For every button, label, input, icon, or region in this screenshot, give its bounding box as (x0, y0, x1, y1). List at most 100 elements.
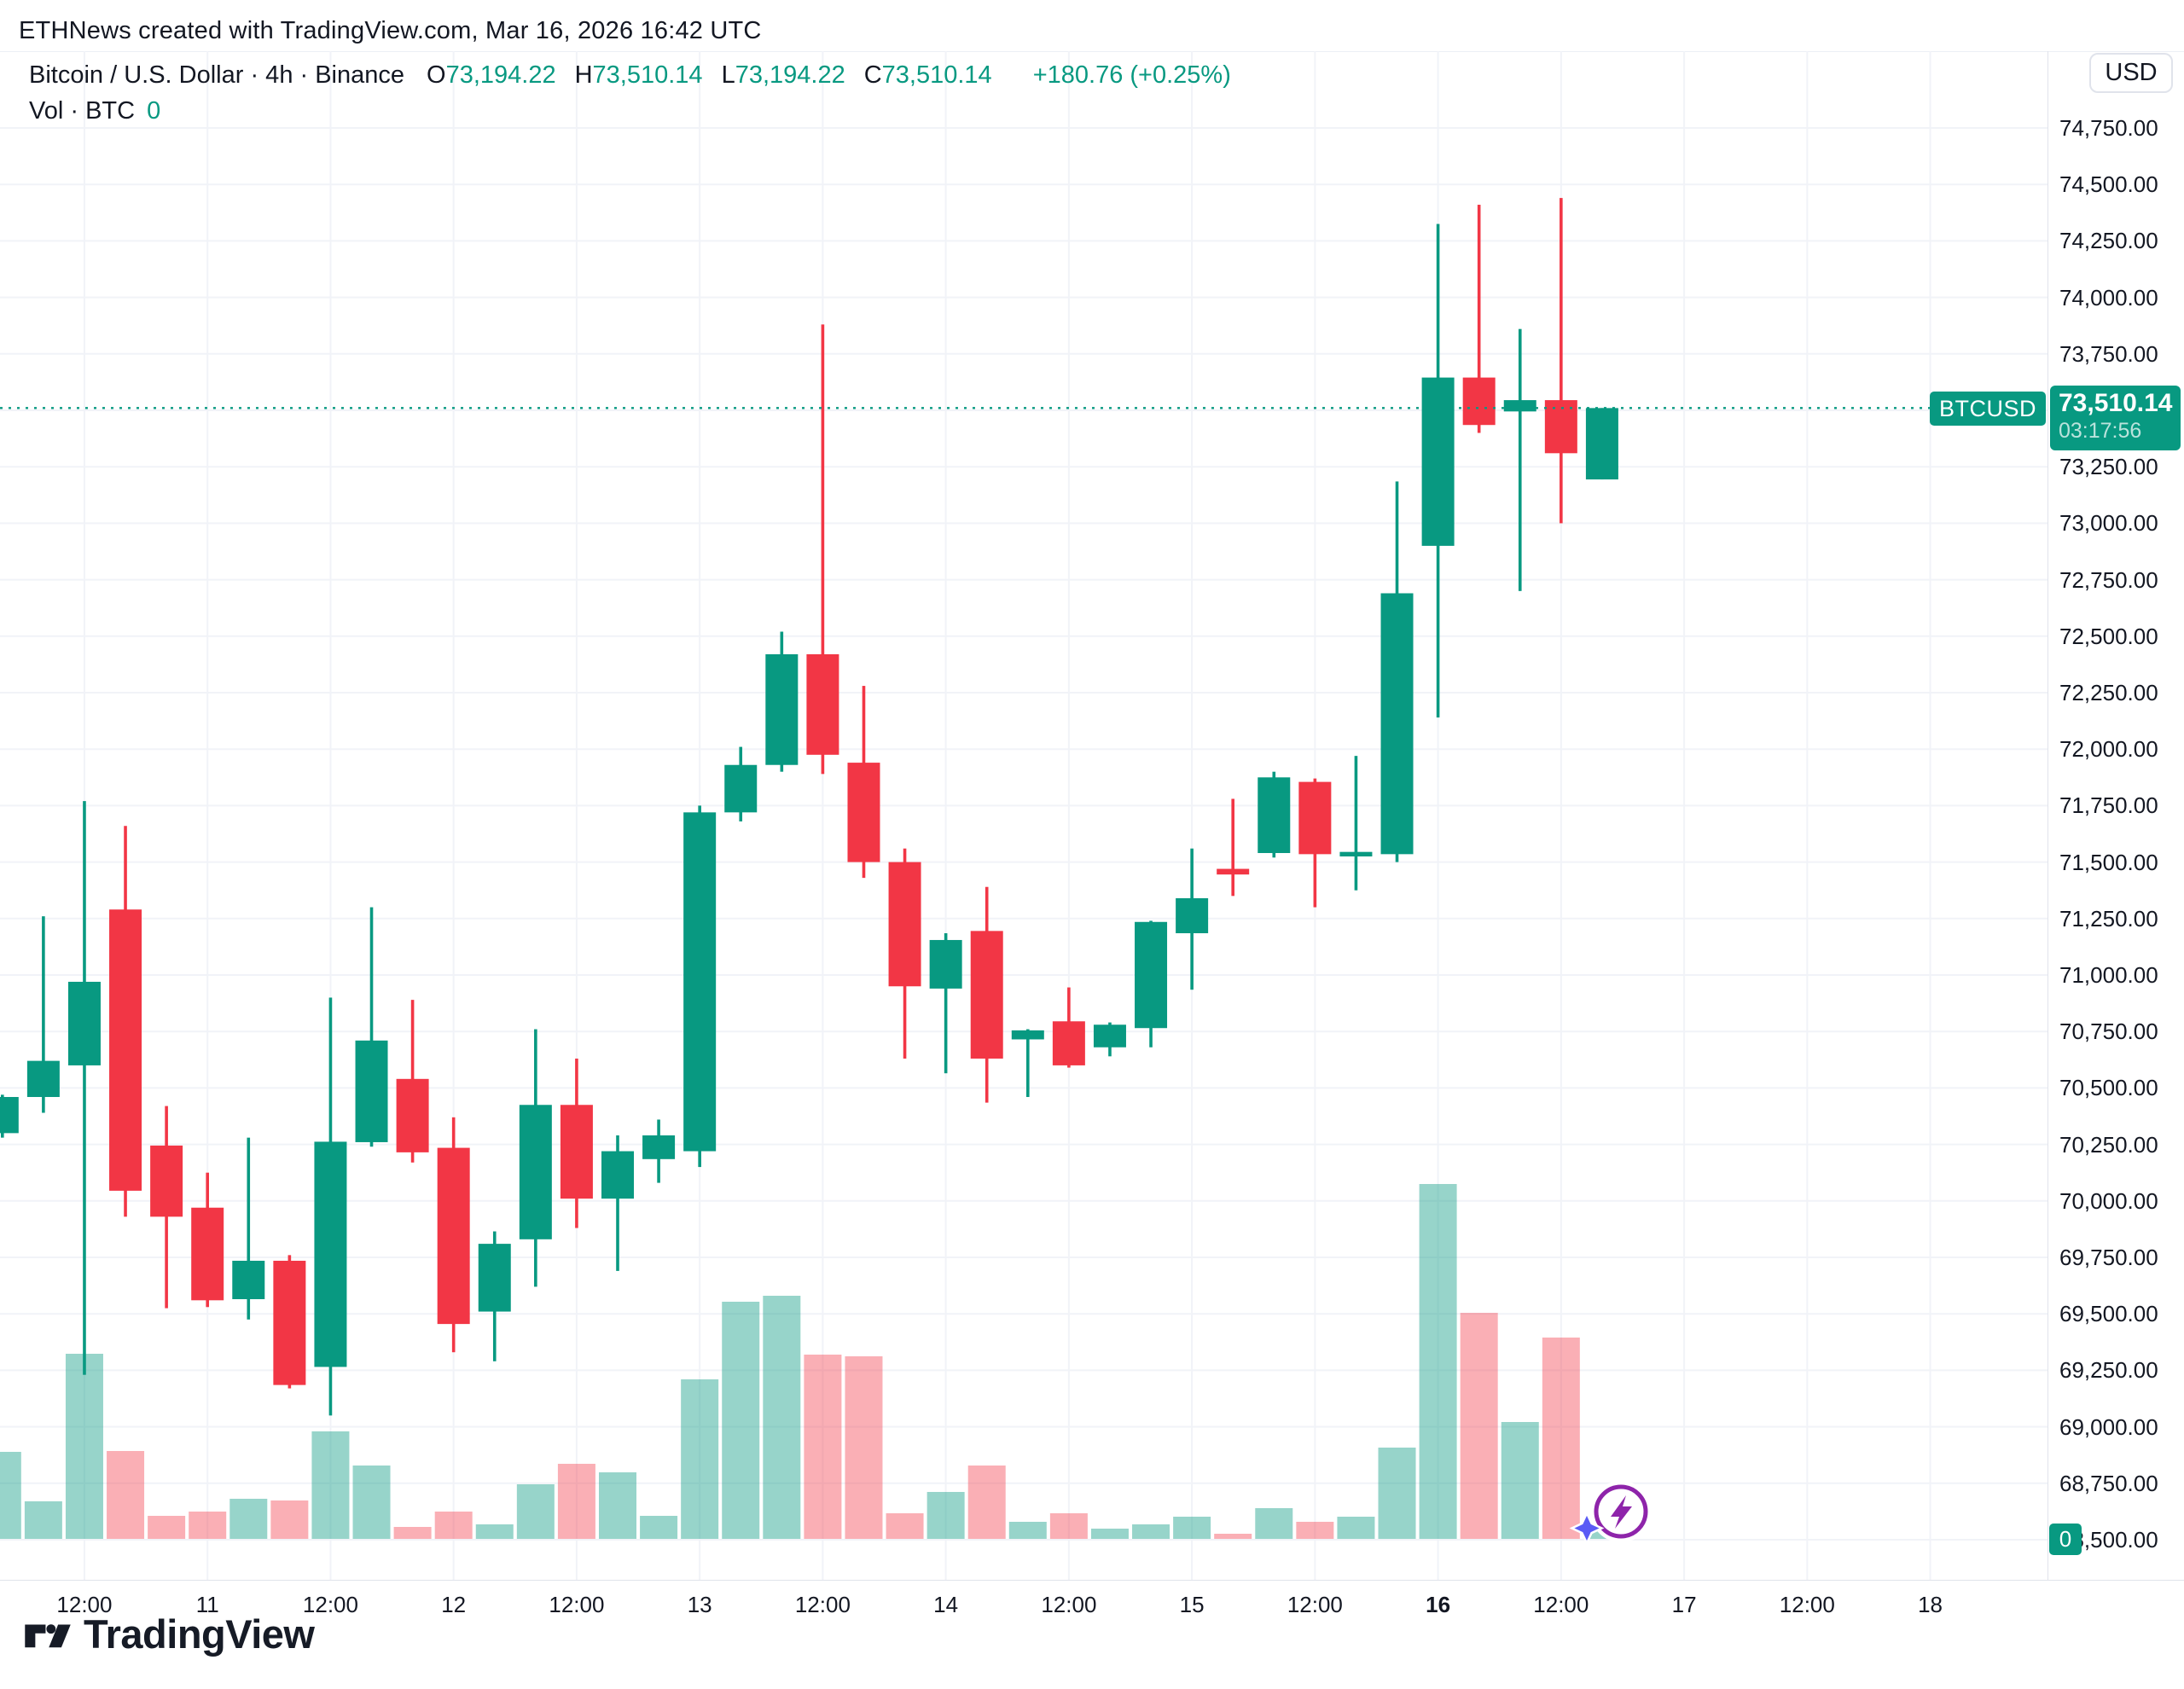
price-tick-label: 73,250.00 (2059, 454, 2158, 480)
price-tick-label: 70,250.00 (2059, 1131, 2158, 1158)
candle-body (1176, 897, 1209, 934)
symbol-legend: Bitcoin / U.S. Dollar · 4h · Binance O73… (29, 61, 1231, 90)
candle-body (150, 1145, 183, 1217)
time-tick-label: 12:00 (1287, 1592, 1343, 1617)
ohlc-values: O73,194.22 H73,510.14 L73,194.22 C73,510.14 (427, 61, 1011, 90)
candle-body (191, 1207, 224, 1301)
volume-bar (1419, 1184, 1457, 1539)
time-axis-border (0, 1580, 2184, 1581)
candle-body (560, 1105, 593, 1199)
candle-body (109, 909, 142, 1191)
volume-bar (1501, 1422, 1539, 1539)
volume-bar (640, 1516, 678, 1539)
candle-wick (369, 907, 374, 1147)
candle-body (1298, 781, 1332, 855)
candle-body (888, 862, 921, 987)
time-tick-label: 14 (933, 1592, 959, 1617)
candle-body (683, 812, 717, 1152)
candle-body (1585, 408, 1618, 480)
time-tick-label: 12 (441, 1592, 467, 1617)
volume-bar (475, 1524, 514, 1539)
candle-countdown: 03:17:56 (2059, 419, 2142, 443)
candle-body (765, 653, 799, 765)
symbol-price-tag: BTCUSD (1930, 392, 2046, 426)
last-price-value: 73,510.14 (2059, 389, 2173, 417)
volume-bar (722, 1302, 760, 1539)
candle-body (1258, 777, 1291, 854)
volume-bar (1378, 1448, 1416, 1539)
ohlc-pair: C73,510.14 (863, 61, 992, 89)
volume-bar (352, 1466, 391, 1539)
time-tick-label: 15 (1179, 1592, 1205, 1617)
volume-bar (763, 1296, 801, 1539)
currency-toggle-button[interactable]: USD (2089, 53, 2173, 93)
price-tick-label: 74,750.00 (2059, 115, 2158, 141)
candle-body (724, 764, 758, 813)
price-tick-label: 73,000.00 (2059, 510, 2158, 537)
candle-body (232, 1260, 265, 1299)
price-tick-label: 71,500.00 (2059, 849, 2158, 875)
candlestick-chart[interactable] (0, 0, 2048, 1580)
volume-bar (434, 1512, 473, 1539)
time-tick-label: 18 (1918, 1592, 1943, 1617)
candle-wick (944, 933, 948, 1074)
volume-bar (393, 1527, 432, 1539)
candle-body (1421, 377, 1455, 546)
volume-bar (926, 1492, 965, 1539)
pane-top-border (0, 51, 2184, 52)
candle-wick (83, 801, 86, 1375)
volume-bar (1542, 1338, 1580, 1539)
volume-bar (229, 1499, 268, 1539)
sparkle-glyph (1569, 1511, 1605, 1546)
candle-body (1503, 400, 1536, 412)
candle-body (1462, 377, 1496, 426)
symbol-title[interactable]: Bitcoin / U.S. Dollar · 4h · Binance (29, 61, 405, 89)
candle-wick (42, 916, 45, 1113)
candle-wick (1560, 198, 1563, 524)
volume-bar (1460, 1313, 1498, 1539)
price-tick-label: 69,500.00 (2059, 1301, 2158, 1327)
price-tick-label: 74,250.00 (2059, 228, 2158, 254)
volume-bar (557, 1464, 595, 1539)
volume-bar (967, 1466, 1006, 1539)
volume-study-label[interactable]: Vol · BTC (29, 97, 136, 125)
time-tick-label: 12:00 (56, 1592, 113, 1617)
price-tick-label: 74,000.00 (2059, 284, 2158, 311)
volume-axis-value-label: 0 (2049, 1524, 2082, 1555)
candle-body (273, 1260, 306, 1385)
volume-bar (886, 1513, 924, 1539)
candle-wick (1477, 205, 1481, 433)
volume-legend: Vol · BTC 0 (29, 97, 160, 125)
ohlc-pair: O73,194.22 (427, 61, 556, 89)
last-price-label[interactable]: 73,510.14 03:17:56 (2050, 386, 2181, 450)
volume-bar (681, 1379, 719, 1539)
candle-wick (821, 324, 825, 775)
lightning-boost-icon[interactable] (1568, 1474, 1662, 1556)
price-tick-label: 69,250.00 (2059, 1357, 2158, 1384)
price-tick-label: 69,750.00 (2059, 1245, 2158, 1270)
price-change: +180.76 (+0.25%) (1032, 61, 1231, 89)
volume-bar (1214, 1534, 1252, 1539)
price-tick-label: 71,250.00 (2059, 905, 2158, 932)
price-tick-label: 68,750.00 (2059, 1470, 2158, 1496)
candle-body (642, 1135, 676, 1159)
candle-body (1093, 1024, 1126, 1048)
time-tick-label: 13 (687, 1592, 712, 1617)
time-tick-label: 12:00 (1041, 1592, 1097, 1617)
time-tick-label: 16 (1426, 1592, 1451, 1617)
candle-body (478, 1244, 511, 1312)
price-tick-label: 70,000.00 (2059, 1187, 2158, 1214)
tradingview-logo[interactable]: TradingView (24, 1611, 315, 1657)
time-tick-label: 11 (195, 1592, 219, 1617)
candle-wick (247, 1137, 251, 1320)
candle-body (26, 1060, 60, 1097)
volume-study-value: 0 (147, 97, 161, 125)
lightning-bolt-glyph (1611, 1495, 1632, 1529)
candle-body (1339, 851, 1373, 856)
candle-body (847, 763, 880, 862)
volume-bar (1296, 1522, 1334, 1539)
volume-bar (0, 1452, 21, 1539)
ohlc-pair: H73,510.14 (574, 61, 703, 89)
time-tick-label: 17 (1671, 1592, 1697, 1617)
candle-body (601, 1151, 634, 1199)
